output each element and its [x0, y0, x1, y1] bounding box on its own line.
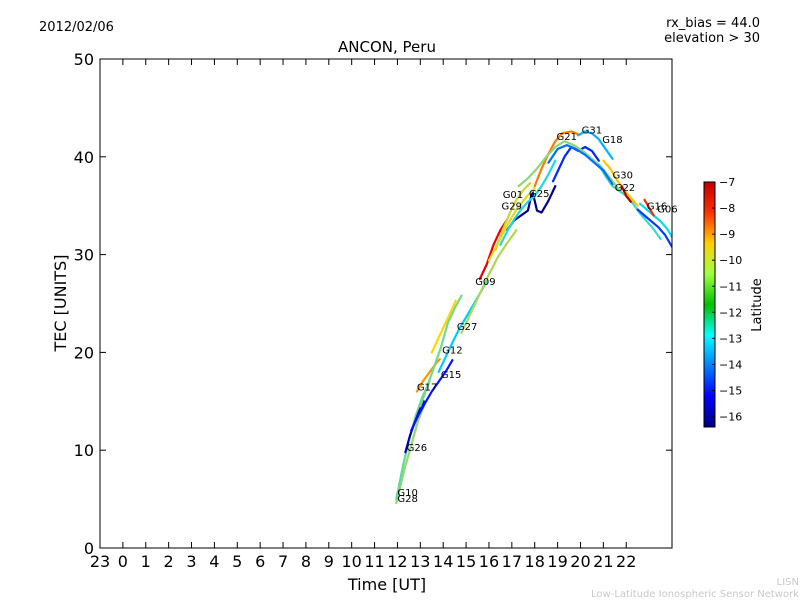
x-tick-label: 8: [301, 552, 311, 571]
y-tick-label: 40: [74, 148, 94, 167]
y-axis: 0 10 20 30 40 50: [74, 50, 672, 558]
y-tick-label: 30: [74, 246, 94, 265]
y-tick-label: 50: [74, 50, 94, 69]
x-tick-label: 12: [387, 552, 407, 571]
colorbar-label: Latitude: [750, 278, 765, 332]
x-tick-label: 10: [342, 552, 362, 571]
series-line-g11: [419, 294, 463, 408]
colorbar-tick-label: −8: [719, 202, 735, 215]
series-line-g09: [460, 229, 518, 334]
x-tick-label: 5: [232, 552, 242, 571]
series-line-g21: [533, 130, 580, 188]
x-tick-label: 1: [141, 552, 151, 571]
x-tick-label: 7: [278, 552, 288, 571]
satellite-label-g06: G06: [657, 205, 677, 216]
x-tick-label: 0: [118, 552, 128, 571]
series-line-g03: [547, 144, 614, 186]
x-tick-label: 17: [502, 552, 522, 571]
series-line-g16: [636, 208, 672, 248]
satellite-label-g10: G10: [397, 488, 417, 499]
colorbar-tick-label: −9: [719, 228, 735, 241]
satellite-label-g21: G21: [557, 132, 577, 143]
series-line-g19: [487, 187, 536, 262]
x-tick-label: 19: [547, 552, 567, 571]
rx-bias-label: rx_bias = 44.0: [666, 16, 760, 31]
satellite-label-g22: G22: [615, 183, 635, 194]
satellite-label-g16: G16: [647, 202, 667, 213]
series-line-g06: [638, 202, 672, 239]
x-tick-label: 3: [186, 552, 196, 571]
x-tick-label: 21: [593, 552, 613, 571]
colorbar-tick-label: −10: [719, 254, 742, 267]
y-tick-label: 10: [74, 441, 94, 460]
satellite-label-g12: G12: [442, 345, 462, 356]
colorbar-tick-label: −14: [719, 358, 742, 371]
satellite-label-g31: G31: [582, 125, 602, 136]
x-tick-label: 4: [209, 552, 219, 571]
series-line-g24: [620, 185, 632, 203]
satellite-label-g27: G27: [457, 322, 477, 333]
colorbar-tick-label: −16: [719, 411, 742, 424]
x-tick-label: 16: [479, 552, 499, 571]
series-line-g07: [643, 198, 655, 217]
plot-frame: [99, 58, 673, 549]
satellite-label-g28: G28: [397, 494, 417, 505]
x-tick-label: 15: [456, 552, 476, 571]
satellite-label-g17: G17: [417, 383, 437, 394]
elevation-label: elevation > 30: [664, 31, 760, 46]
colorbar-tick-label: −13: [719, 332, 742, 345]
colorbar-ticks: −7 −8 −9 −10 −11 −12 −13 −14 −15 −16: [712, 176, 742, 424]
x-axis: 23 0 1 2 3 4 5 6 7 8 9 10 11 12 13 14 15 16 17 18 19 20 21 22: [90, 59, 636, 571]
series-layer: [395, 130, 672, 505]
x-tick-label: 20: [570, 552, 590, 571]
satellite-label-g09: G09: [475, 277, 495, 288]
chart-title: ANCON, Peru: [338, 38, 436, 56]
satellite-label-g15: G15: [441, 370, 461, 381]
series-line-g20: [499, 159, 557, 246]
x-tick-label: 23: [90, 552, 110, 571]
x-tick-label: 14: [433, 552, 453, 571]
satellite-label-g26: G26: [407, 443, 427, 454]
x-tick-label: 18: [525, 552, 545, 571]
y-axis-label: TEC [UNITS]: [51, 255, 70, 353]
y-tick-label: 20: [74, 343, 94, 362]
x-tick-label: 13: [410, 552, 430, 571]
satellite-label-g18: G18: [602, 135, 622, 146]
series-line-g29: [478, 218, 509, 281]
y-tick-label: 0: [84, 539, 94, 558]
series-line-g30: [602, 159, 639, 207]
date-label: 2012/02/06: [39, 20, 114, 35]
x-tick-label: 6: [255, 552, 265, 571]
colorbar-tick-label: −7: [719, 176, 735, 189]
series-line-g12: [430, 299, 457, 354]
x-tick-label: 9: [324, 552, 334, 571]
credit-long: Low-Latitude Ionospheric Sensor Network: [591, 589, 799, 600]
series-line-g15: [410, 359, 454, 432]
series-line-g01: [494, 182, 532, 251]
x-tick-label: 2: [164, 552, 174, 571]
satellite-label-g29: G29: [502, 202, 522, 213]
series-line-g28: [395, 402, 426, 505]
x-tick-label: 11: [364, 552, 384, 571]
series-line-g18: [577, 130, 614, 160]
colorbar-tick-label: −11: [719, 280, 742, 293]
x-axis-label: Time [UT]: [347, 575, 426, 594]
x-tick-label: 22: [616, 552, 636, 571]
colorbar: [703, 181, 716, 428]
colorbar-tick-label: −15: [719, 385, 742, 398]
satellite-label-g25: G25: [529, 189, 549, 200]
credit-short: LISN: [777, 577, 799, 588]
satellite-label-g30: G30: [613, 170, 633, 181]
satellite-label-g01: G01: [503, 190, 523, 201]
colorbar-tick-label: −12: [719, 306, 742, 319]
